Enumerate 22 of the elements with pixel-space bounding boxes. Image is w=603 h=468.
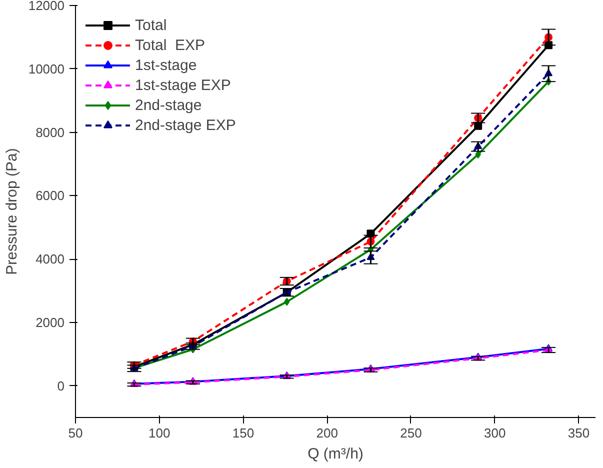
y-tick-label: 10000 xyxy=(28,61,65,76)
x-tick-label: 200 xyxy=(316,426,338,440)
y-tick-label: 4000 xyxy=(36,252,64,267)
x-tick-label: 250 xyxy=(400,426,422,440)
y-tick-label: 6000 xyxy=(36,188,64,204)
legend-label: 2nd-stage EXP xyxy=(135,116,236,134)
legend-label: Total xyxy=(135,16,167,34)
y-tick-label: 12000 xyxy=(28,0,65,13)
y-tick-label: 8000 xyxy=(36,124,64,140)
y-tick-label: 0 xyxy=(57,378,65,394)
x-tick-label: 150 xyxy=(232,426,254,440)
x-tick-label: 300 xyxy=(484,426,506,440)
legend-label: Total EXP xyxy=(135,36,206,54)
x-axis-title: Q (m³/h) xyxy=(308,446,364,462)
legend-label: 1st-stage EXP xyxy=(135,76,231,94)
legend-label: 2nd-stage xyxy=(135,96,202,114)
y-axis-title: Pressure drop (Pa) xyxy=(3,148,20,275)
y-tick-label: 2000 xyxy=(36,314,64,330)
x-tick-label: 50 xyxy=(68,426,83,440)
legend-label: 1st-stage xyxy=(135,56,197,74)
x-tick-label: 350 xyxy=(568,426,590,440)
x-tick-label: 100 xyxy=(148,426,170,440)
